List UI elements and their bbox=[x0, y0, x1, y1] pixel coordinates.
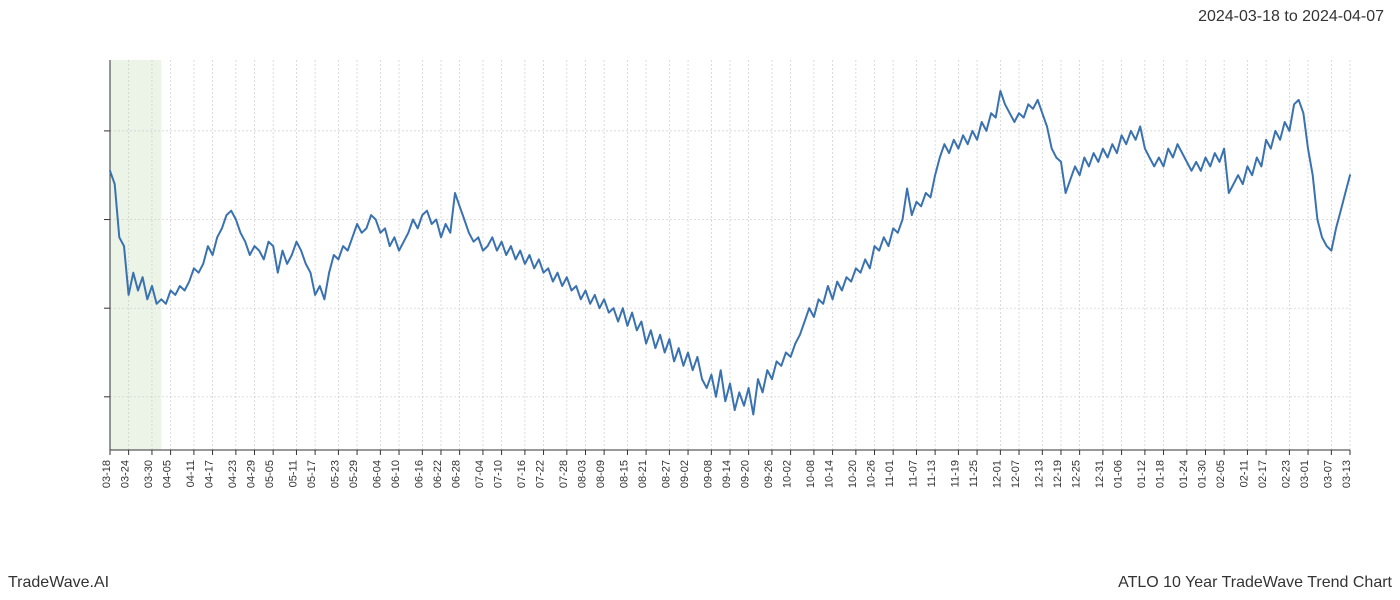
x-tick-label: 09-08 bbox=[702, 460, 714, 488]
x-tick-label: 06-22 bbox=[432, 460, 444, 488]
x-tick-label: 11-01 bbox=[884, 460, 896, 487]
x-tick-label: 03-07 bbox=[1322, 460, 1334, 488]
x-tick-label: 08-27 bbox=[660, 460, 672, 488]
x-tick-label: 08-15 bbox=[618, 460, 630, 488]
x-tick-label: 04-17 bbox=[204, 460, 216, 488]
x-tick-label: 12-19 bbox=[1052, 460, 1064, 488]
x-tick-label: 03-30 bbox=[143, 460, 155, 488]
x-tick-label: 12-01 bbox=[991, 460, 1003, 488]
x-tick-label: 09-02 bbox=[679, 460, 691, 488]
x-tick-label: 10-02 bbox=[782, 460, 794, 488]
x-tick-label: 06-16 bbox=[413, 460, 425, 488]
x-tick-label: 03-13 bbox=[1341, 460, 1353, 488]
x-tick-label: 11-13 bbox=[926, 460, 938, 487]
x-tick-label: 11-07 bbox=[907, 460, 919, 487]
x-tick-label: 12-13 bbox=[1033, 460, 1045, 488]
highlight-band bbox=[110, 60, 161, 450]
x-tick-label: 10-08 bbox=[805, 460, 817, 488]
x-tick-label: 06-28 bbox=[451, 460, 463, 488]
x-tick-label: 07-16 bbox=[516, 460, 528, 488]
x-tick-label: 10-14 bbox=[824, 460, 836, 488]
date-range-label: 2024-03-18 to 2024-04-07 bbox=[1198, 8, 1384, 26]
x-tick-label: 04-11 bbox=[185, 460, 197, 487]
x-tick-label: 09-14 bbox=[721, 460, 733, 488]
x-tick-label: 06-10 bbox=[390, 460, 402, 488]
x-tick-label: 06-04 bbox=[371, 460, 383, 488]
x-tick-label: 07-28 bbox=[558, 460, 570, 488]
x-tick-label: 05-11 bbox=[287, 460, 299, 487]
x-tick-label: 03-24 bbox=[120, 460, 132, 488]
x-tick-label: 01-12 bbox=[1136, 460, 1148, 488]
chart-svg: 30.0%40.0%50.0%60.0%03-1803-2403-3004-05… bbox=[100, 50, 1360, 530]
x-tick-label: 07-10 bbox=[493, 460, 505, 488]
x-tick-label: 08-21 bbox=[637, 460, 649, 488]
x-tick-label: 05-17 bbox=[306, 460, 318, 488]
x-tick-label: 10-26 bbox=[866, 460, 878, 488]
x-tick-label: 09-26 bbox=[763, 460, 775, 488]
x-tick-label: 08-03 bbox=[576, 460, 588, 488]
x-tick-label: 02-17 bbox=[1257, 460, 1269, 488]
x-tick-label: 02-05 bbox=[1215, 460, 1227, 488]
x-tick-label: 12-31 bbox=[1094, 460, 1106, 488]
chart-title-label: ATLO 10 Year TradeWave Trend Chart bbox=[1118, 574, 1392, 592]
x-tick-label: 11-25 bbox=[968, 460, 980, 487]
x-tick-label: 11-19 bbox=[949, 460, 961, 487]
x-tick-label: 12-25 bbox=[1071, 460, 1083, 488]
brand-label: TradeWave.AI bbox=[8, 574, 109, 592]
x-tick-label: 05-05 bbox=[264, 460, 276, 488]
x-tick-label: 03-18 bbox=[101, 460, 113, 488]
x-tick-label: 12-07 bbox=[1010, 460, 1022, 488]
x-tick-label: 03-01 bbox=[1299, 460, 1311, 488]
x-tick-label: 05-29 bbox=[348, 460, 360, 488]
x-tick-label: 01-24 bbox=[1178, 460, 1190, 488]
x-tick-label: 04-29 bbox=[246, 460, 258, 488]
x-tick-label: 07-04 bbox=[474, 460, 486, 488]
x-tick-label: 02-23 bbox=[1280, 460, 1292, 488]
x-tick-label: 04-23 bbox=[227, 460, 239, 488]
trend-chart: 30.0%40.0%50.0%60.0%03-1803-2403-3004-05… bbox=[100, 50, 1360, 480]
x-tick-label: 01-18 bbox=[1155, 460, 1167, 488]
x-tick-label: 04-05 bbox=[162, 460, 174, 488]
x-tick-label: 07-22 bbox=[535, 460, 547, 488]
x-tick-label: 08-09 bbox=[595, 460, 607, 488]
x-tick-label: 01-06 bbox=[1113, 460, 1125, 488]
x-tick-label: 09-20 bbox=[740, 460, 752, 488]
x-tick-label: 02-11 bbox=[1238, 460, 1250, 487]
x-tick-label: 05-23 bbox=[329, 460, 341, 488]
x-tick-label: 10-20 bbox=[847, 460, 859, 488]
x-tick-label: 01-30 bbox=[1196, 460, 1208, 488]
